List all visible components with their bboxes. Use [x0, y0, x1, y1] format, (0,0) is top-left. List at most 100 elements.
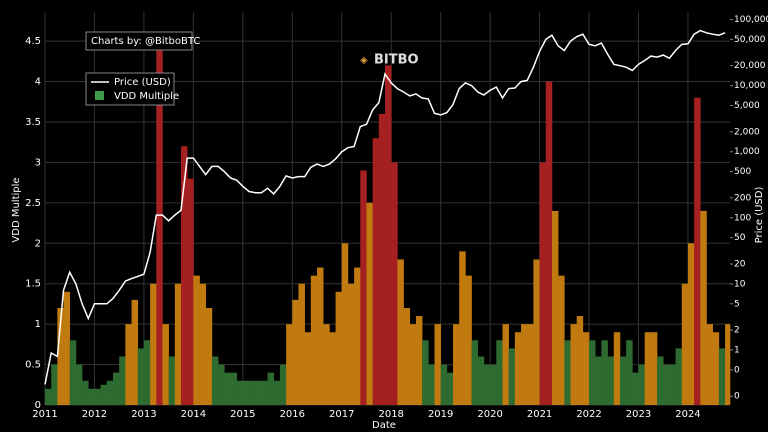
vdd-bar — [409, 324, 417, 405]
vdd-bar — [508, 348, 516, 405]
vdd-bar — [69, 340, 77, 405]
vdd-bar — [434, 324, 441, 405]
y2-tick-label: 500 — [734, 167, 751, 177]
vdd-bar — [211, 356, 219, 405]
vdd-bar — [483, 364, 491, 405]
y2-tick-label: 10,000 — [734, 81, 766, 91]
x-tick-label: 2017 — [329, 409, 354, 420]
price-line — [44, 29, 726, 385]
vdd-bar — [564, 340, 571, 405]
legend-label: VDD Multiple — [114, 91, 179, 102]
y-tick-label: 4 — [35, 77, 41, 88]
y2-tick-label: 0 — [734, 392, 740, 402]
vdd-bar — [403, 307, 411, 405]
vdd-bar — [638, 364, 645, 405]
vdd-bar — [63, 291, 71, 405]
x-tick-label: 2013 — [131, 409, 156, 420]
vdd-bar — [354, 267, 361, 405]
vdd-bar — [242, 380, 250, 405]
y-tick-label: 4.5 — [25, 36, 41, 47]
vdd-bar — [545, 81, 553, 405]
vdd-bar — [45, 388, 52, 405]
vdd-bar — [106, 380, 114, 405]
y-tick-label: 2.5 — [25, 198, 41, 209]
x-tick-label: 2019 — [428, 409, 453, 420]
vdd-bar — [428, 364, 435, 405]
legend-swatch — [95, 91, 104, 100]
vdd-bar — [644, 332, 652, 405]
vdd-bar — [125, 324, 132, 405]
vdd-bar — [669, 364, 676, 405]
vdd-bar — [255, 380, 262, 405]
vdd-bar — [391, 162, 398, 405]
vdd-bar — [687, 243, 695, 405]
vdd-bar — [490, 364, 497, 405]
vdd-bar — [527, 324, 534, 405]
vdd-bar — [496, 340, 503, 405]
vdd-bar — [286, 324, 293, 405]
y2-tick-label: 1,000 — [734, 147, 760, 157]
y2-tick-label: 20,000 — [734, 61, 766, 71]
vdd-bar — [347, 283, 355, 405]
vdd-bar — [94, 388, 101, 405]
vdd-bar — [385, 65, 392, 406]
vdd-bar — [143, 340, 151, 405]
vdd-bar — [267, 372, 275, 405]
vdd-bar — [156, 33, 163, 406]
vdd-bar — [162, 324, 169, 405]
y2-tick-label: 50 — [734, 233, 746, 243]
vdd-bar — [570, 324, 577, 405]
vdd-bar — [415, 316, 423, 405]
y-tick-label: 0 — [35, 400, 41, 411]
vdd-bar — [533, 259, 540, 405]
vdd-bar — [378, 113, 386, 405]
vdd-bar — [199, 283, 207, 405]
vdd-bar — [471, 340, 479, 405]
y2-tick-label: 100,000 — [734, 15, 768, 25]
vdd-bar — [100, 384, 108, 405]
vdd-bar — [700, 210, 707, 405]
x-tick-label: 2011 — [32, 409, 57, 420]
y2-tick-label: 5 — [734, 299, 740, 309]
vdd-bar — [502, 324, 509, 405]
vdd-bar — [335, 291, 343, 405]
vdd-bar — [137, 348, 145, 405]
x-tick-label: 2014 — [181, 409, 206, 420]
vdd-bar — [576, 316, 584, 405]
x-tick-label: 2021 — [527, 409, 552, 420]
y-tick-label: 1 — [35, 319, 41, 330]
x-tick-label: 2012 — [82, 409, 107, 420]
legend-label: Price (USD) — [114, 77, 171, 88]
x-tick-label: 2016 — [280, 409, 305, 420]
y2-tick-label: 200 — [734, 193, 751, 203]
y-tick-label: 3.5 — [25, 117, 41, 128]
vdd-bar — [706, 324, 713, 405]
y-tick-label: 1.5 — [25, 279, 41, 290]
vdd-bar — [589, 340, 596, 405]
vdd-bar — [298, 283, 305, 405]
vdd-bar — [57, 307, 64, 405]
vdd-bar — [619, 356, 627, 405]
bars — [45, 33, 731, 406]
vdd-bar — [323, 324, 330, 405]
vdd-bar — [712, 332, 720, 405]
y2-tick-label: 20 — [734, 259, 746, 269]
vdd-bar — [675, 348, 683, 405]
vdd-bar — [657, 356, 664, 405]
x-tick-label: 2018 — [378, 409, 403, 420]
vdd-bar — [551, 210, 559, 405]
vdd-bar — [539, 162, 547, 405]
vdd-bar — [279, 364, 287, 405]
vdd-bar — [681, 283, 689, 405]
vdd-bar — [131, 299, 139, 405]
vdd-bar — [607, 356, 615, 405]
vdd-bar — [514, 332, 522, 405]
y2-axis-title: Price (USD) — [754, 187, 765, 244]
vdd-bar — [360, 170, 367, 405]
vdd-bar — [459, 251, 466, 405]
vdd-bar — [75, 364, 83, 405]
vdd-bar — [663, 364, 670, 405]
y2-tick-label: 2,000 — [734, 127, 760, 137]
vdd-bar — [205, 307, 213, 405]
x-axis-title: Date — [372, 420, 396, 431]
